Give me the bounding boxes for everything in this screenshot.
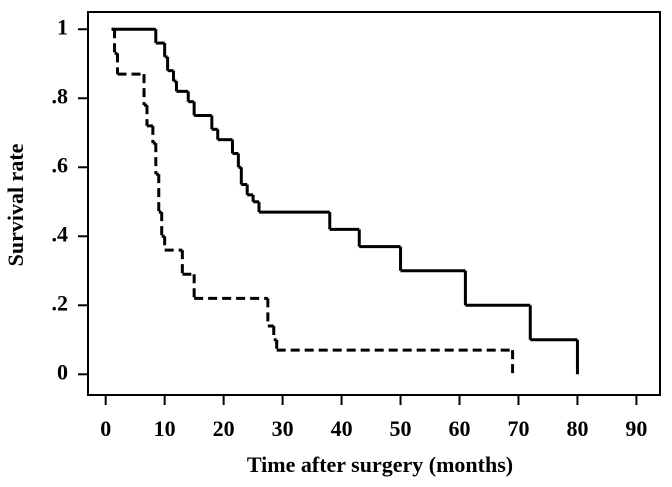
x-tick-label: 70	[507, 416, 529, 441]
x-tick-label: 80	[566, 416, 588, 441]
y-tick-label: .4	[52, 221, 69, 246]
y-tick-label: .2	[52, 290, 69, 315]
x-tick-label: 30	[272, 416, 294, 441]
y-tick-label: 0	[57, 359, 68, 384]
x-tick-label: 50	[390, 416, 412, 441]
y-tick-label: .8	[52, 83, 69, 108]
x-tick-label: 90	[625, 416, 647, 441]
plot-frame	[87, 11, 661, 396]
x-tick-label: 0	[100, 416, 111, 441]
x-tick-label: 10	[154, 416, 176, 441]
y-tick-label: 1	[57, 14, 68, 39]
y-axis-title: Survival rate	[3, 143, 28, 266]
x-tick-label: 60	[449, 416, 471, 441]
x-tick-label: 20	[213, 416, 235, 441]
x-axis-title: Time after surgery (months)	[247, 452, 513, 477]
x-tick-label: 40	[331, 416, 353, 441]
y-tick-label: .6	[52, 152, 69, 177]
